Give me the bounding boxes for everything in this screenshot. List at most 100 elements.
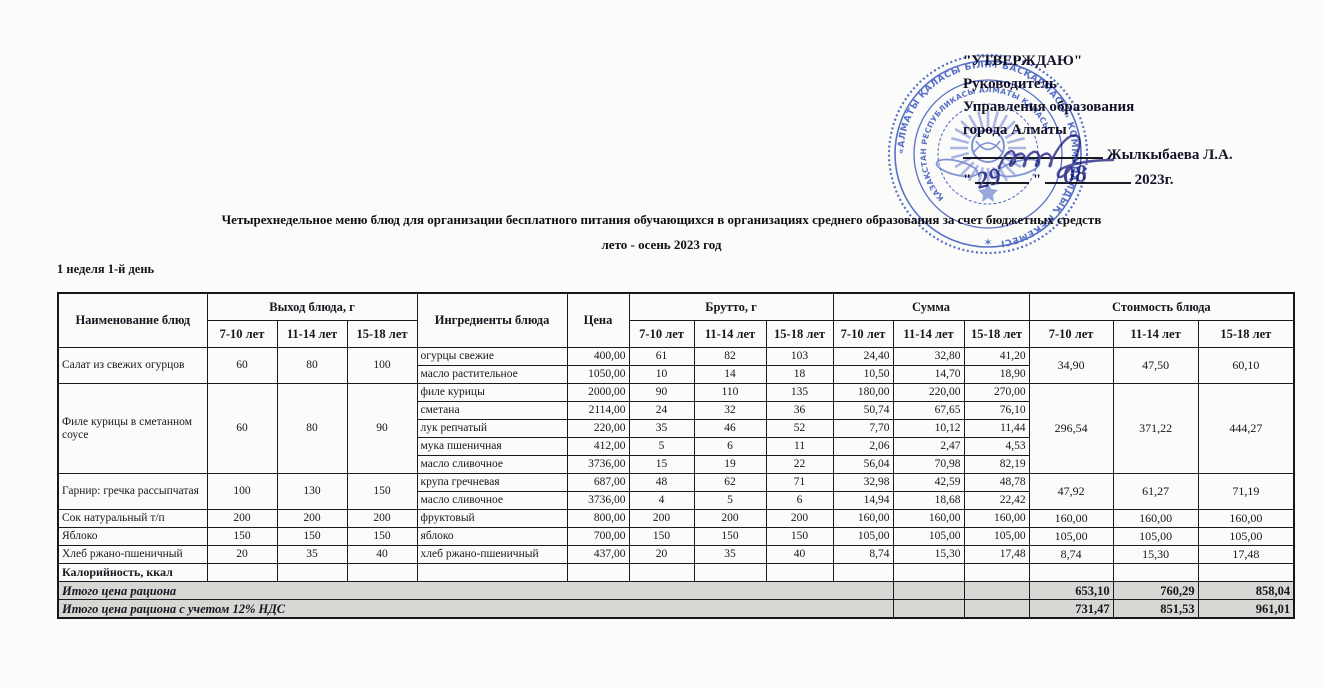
out-value-cell: 35 [276,545,348,564]
approval-line-department: Управления образования [963,99,1135,115]
total-label-cell: Итого цена рациона [57,581,894,600]
brutto-cell: 135 [765,383,834,402]
brutto-cell: 18 [765,365,834,384]
ingredients-column-header: Ингредиенты блюда [416,292,568,348]
menu-table-body: Салат из свежих огурцов 60 80 100 огурцы све… [57,347,1295,619]
price-cell: 2000,00 [566,383,630,402]
sum-cell: 160,00 [963,509,1030,528]
sum-cell: 15,30 [892,545,965,564]
out-value-cell: 200 [346,509,418,528]
date-year-label: 2023г. [1134,172,1174,188]
brutto-cell: 32 [693,401,767,420]
brutto-cell: 22 [765,455,834,474]
ingredient-row: Салат из свежих огурцов 60 80 100 огурцы све… [57,347,1295,384]
out-value-cell: 80 [276,347,348,384]
brutto-cell: 24 [628,401,695,420]
sum-cell: 67,65 [892,401,965,420]
sum-cell: 220,00 [892,383,965,402]
sum-cell: 42,59 [892,473,965,492]
sum-cell: 4,53 [963,437,1030,456]
ingredient-cell: масло растительное [416,365,568,384]
empty-cell [1112,563,1199,582]
emblem-left-wing-icon [935,158,979,178]
brutto-cell: 10 [628,365,695,384]
total-value-cell: 760,29 [1112,581,1199,600]
empty-cell [963,599,1030,619]
ingredient-cell: яблоко [416,527,568,546]
cost-value-cell: 34,90 [1028,347,1114,384]
sum-cell: 105,00 [892,527,965,546]
brutto-cell: 200 [765,509,834,528]
sum-cell: 8,74 [832,545,894,564]
sum-cell: 10,50 [832,365,894,384]
brutto-cell: 5 [693,491,767,510]
sum-cell: 270,00 [963,383,1030,402]
dish-name-cell: Гарнир: гречка рассыпчатая [57,473,208,510]
empty-cell [892,581,965,600]
sum-cell: 2,06 [832,437,894,456]
brutto-cell: 20 [628,545,695,564]
cost-age-header: 15-18 лет [1197,320,1295,348]
ingredient-row: сметана 2114,00 24 32 36 50,74 67,65 76,10 [58,401,1294,420]
date-row: " " 2023г. [963,167,1283,192]
ingredient-row: Филе курицы в сметанном соусе 60 80 90 филе … [57,383,1295,474]
brutto-cell: 15 [628,455,695,474]
ingredient-cell: масло сливочное [416,491,568,510]
brutto-cell: 35 [628,419,695,438]
brutto-cell: 19 [693,455,767,474]
ingredient-cell: филе курицы [416,383,568,402]
empty-cell [892,599,965,619]
stamp-star-icon: ✶ [983,237,992,249]
sum-cell: 70,98 [892,455,965,474]
brutto-cell: 36 [765,401,834,420]
empty-cell [1028,563,1114,582]
cost-value-cell: 61,27 [1112,473,1199,510]
official-stamp: «АЛМАТЫ ҚАЛАСЫ БІЛІМ БАСҚАРМАСЫ» КОММУНА… [887,53,1089,255]
empty-cell [693,563,767,582]
empty-cell [566,563,630,582]
brutto-cell: 52 [765,419,834,438]
brutto-cell: 46 [693,419,767,438]
price-cell: 700,00 [566,527,630,546]
sum-age-header: 15-18 лет [963,320,1030,348]
empty-cell [628,563,695,582]
out-value-cell: 150 [346,527,418,546]
out-value-cell: 200 [206,509,278,528]
total-row: Итого цена рациона 653,10 760,29 858,04 [57,581,1295,600]
sum-cell: 17,48 [963,545,1030,564]
out-age-header: 7-10 лет [206,320,278,348]
price-cell: 687,00 [566,473,630,492]
out-value-cell: 200 [276,509,348,528]
sum-cell: 18,68 [892,491,965,510]
brutto-cell: 150 [693,527,767,546]
sum-group-header: Сумма [832,292,1030,321]
title-line-2: лето - осень 2023 год [601,237,722,252]
brutto-cell: 35 [693,545,767,564]
out-value-cell: 60 [206,347,278,384]
brutto-cell: 150 [628,527,695,546]
brutto-group-header: Брутто, г [628,292,834,321]
ingredient-cell: лук репчатый [416,419,568,438]
empty-cell [892,563,965,582]
brutto-cell: 103 [765,347,834,366]
ingredient-row: Сок натуральный т/п 200 200 200 фруктовый 800… [57,509,1295,528]
out-value-cell: 60 [206,383,278,474]
sum-cell: 76,10 [963,401,1030,420]
ingredient-cell: масло сливочное [416,455,568,474]
out-value-cell: 130 [276,473,348,510]
emblem-shanyrak-cross [973,140,1003,153]
sum-cell: 11,44 [963,419,1030,438]
price-cell: 220,00 [566,419,630,438]
total-row: Итого цена рациона с учетом 12% НДС 731,4… [57,599,1295,619]
price-cell: 437,00 [566,545,630,564]
dish-name-cell: Салат из свежих огурцов [57,347,208,384]
out-value-cell: 100 [346,347,418,384]
empty-cell [276,563,348,582]
total-value-cell: 851,53 [1112,599,1199,619]
dish-name-cell: Хлеб ржано-пшеничный [57,545,208,564]
sum-cell: 41,20 [963,347,1030,366]
price-column-header: Цена [566,292,630,348]
sum-cell: 7,70 [832,419,894,438]
cost-value-cell: 105,00 [1197,527,1295,546]
sum-cell: 32,80 [892,347,965,366]
